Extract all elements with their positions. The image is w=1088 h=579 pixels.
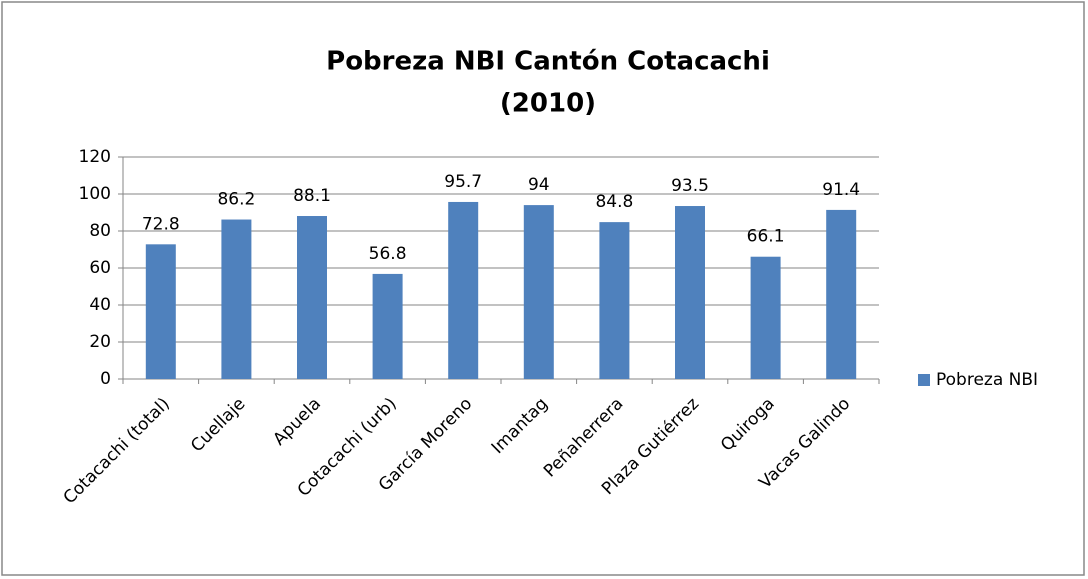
data-label: 93.5: [671, 176, 709, 196]
bar: [675, 206, 705, 379]
bar: [750, 256, 781, 379]
bar: [145, 244, 176, 379]
legend-swatch: [918, 374, 930, 386]
data-label: 95.7: [444, 172, 482, 192]
data-label: 91.4: [822, 180, 860, 200]
data-label: 56.8: [369, 244, 407, 264]
y-tick-label: 40: [89, 295, 111, 315]
data-label: 66.1: [747, 227, 785, 247]
data-label: 94: [528, 175, 550, 195]
bar: [372, 273, 403, 379]
data-label: 72.8: [142, 214, 180, 234]
y-tick-label: 60: [89, 258, 111, 278]
y-tick-label: 100: [79, 184, 111, 204]
bar: [599, 222, 630, 379]
y-tick-label: 120: [79, 147, 111, 167]
legend-label: Pobreza NBI: [936, 370, 1038, 390]
chart-title: Pobreza NBI Cantón Cotacachi: [326, 47, 770, 77]
bar: [221, 219, 252, 379]
y-tick-label: 0: [100, 369, 111, 389]
bar: [297, 216, 327, 379]
data-label: 86.2: [217, 190, 255, 210]
chart-title: (2010): [500, 89, 596, 119]
y-tick-label: 80: [89, 221, 111, 241]
bar: [826, 209, 857, 379]
y-tick-label: 20: [89, 332, 111, 352]
data-label: 88.1: [293, 186, 331, 206]
bar: [523, 205, 554, 379]
data-label: 84.8: [595, 192, 633, 212]
bar: [448, 201, 479, 379]
